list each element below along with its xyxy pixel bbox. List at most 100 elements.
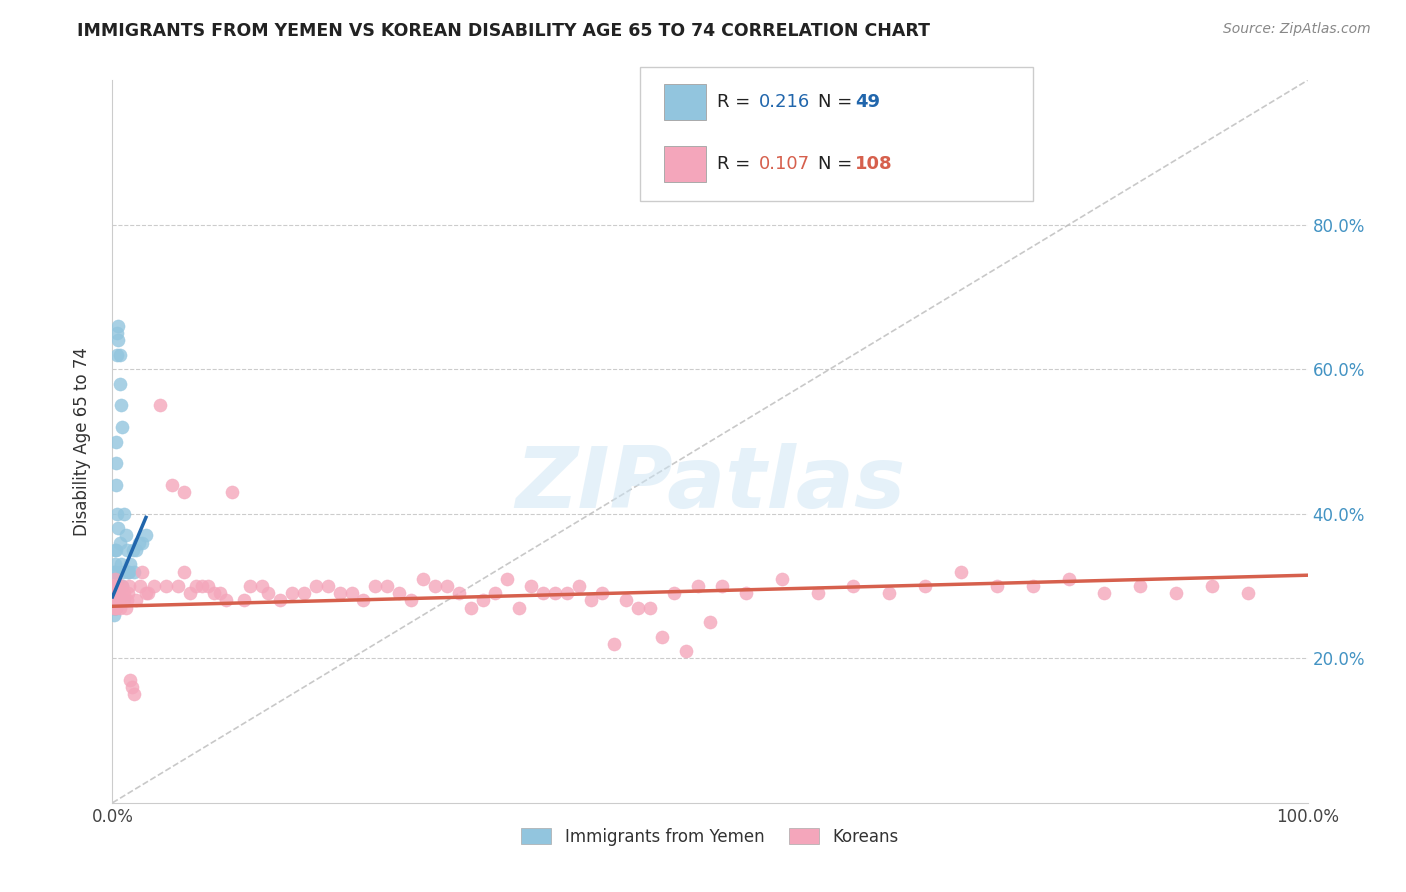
Point <box>104 593 127 607</box>
Point <box>651 630 673 644</box>
Point <box>388 586 411 600</box>
Point <box>104 586 127 600</box>
Point <box>221 485 243 500</box>
Point <box>179 586 201 600</box>
Point <box>104 600 127 615</box>
Point <box>1022 579 1045 593</box>
Point <box>115 542 138 557</box>
Point <box>120 558 142 572</box>
Point <box>129 579 152 593</box>
Point <box>104 565 127 579</box>
Point <box>105 434 128 449</box>
Point <box>111 579 134 593</box>
Point <box>197 579 219 593</box>
Point <box>496 572 519 586</box>
Point <box>122 687 145 701</box>
Point <box>121 680 143 694</box>
Point <box>1237 586 1260 600</box>
Point <box>117 586 139 600</box>
Point <box>108 376 131 391</box>
Point <box>103 607 125 622</box>
Point <box>257 586 280 600</box>
Text: N =: N = <box>818 155 858 173</box>
Y-axis label: Disability Age 65 to 74: Disability Age 65 to 74 <box>73 347 91 536</box>
Point <box>143 579 166 593</box>
Point <box>114 586 135 600</box>
Point <box>484 586 506 600</box>
Point <box>209 586 232 600</box>
Text: 0.107: 0.107 <box>759 155 810 173</box>
Point <box>603 637 626 651</box>
Point <box>112 565 135 579</box>
Point <box>401 593 423 607</box>
Point <box>986 579 1008 593</box>
Point <box>114 600 136 615</box>
Point <box>735 586 758 600</box>
Point <box>118 565 141 579</box>
Point <box>131 565 153 579</box>
Point <box>364 579 387 593</box>
Point <box>112 593 135 607</box>
Point <box>627 600 650 615</box>
Point <box>103 593 125 607</box>
Point <box>104 572 127 586</box>
Point <box>281 586 304 600</box>
Point <box>104 558 127 572</box>
Point <box>1201 579 1223 593</box>
Point <box>215 593 238 607</box>
Point <box>688 579 710 593</box>
Point <box>105 478 128 492</box>
Point <box>711 579 734 593</box>
Point <box>107 593 129 607</box>
Point <box>105 586 128 600</box>
Point <box>105 507 128 521</box>
Point <box>122 565 145 579</box>
Point <box>167 579 190 593</box>
Point <box>125 593 148 607</box>
Point <box>1094 586 1116 600</box>
Point <box>105 542 128 557</box>
Point <box>135 528 157 542</box>
Point <box>1057 572 1080 586</box>
Point <box>105 348 128 362</box>
Point <box>110 398 132 412</box>
Point <box>105 593 128 607</box>
Point <box>377 579 399 593</box>
Point <box>250 579 273 593</box>
Point <box>202 586 225 600</box>
Point <box>108 535 131 549</box>
Point <box>447 586 470 600</box>
Point <box>105 456 128 470</box>
Point <box>103 579 125 593</box>
Point <box>675 644 697 658</box>
Point <box>173 485 195 500</box>
Point <box>950 565 973 579</box>
Point <box>460 600 482 615</box>
Point <box>104 586 127 600</box>
Point <box>340 586 363 600</box>
Text: 49: 49 <box>855 93 880 111</box>
Point <box>103 586 125 600</box>
Point <box>592 586 614 600</box>
Point <box>1166 586 1188 600</box>
Point <box>104 542 127 557</box>
Point <box>128 535 150 549</box>
Point <box>233 593 256 607</box>
Point <box>105 600 128 615</box>
Point <box>807 586 830 600</box>
Point <box>842 579 865 593</box>
Text: R =: R = <box>717 155 756 173</box>
Point <box>114 507 135 521</box>
Point <box>107 579 129 593</box>
Point <box>131 535 153 549</box>
Point <box>292 586 315 600</box>
Point <box>111 420 134 434</box>
Point <box>105 593 128 607</box>
Point <box>616 593 638 607</box>
Point <box>115 593 138 607</box>
Point <box>914 579 936 593</box>
Point <box>104 593 127 607</box>
Point <box>103 593 125 607</box>
Point <box>239 579 262 593</box>
Point <box>110 558 132 572</box>
